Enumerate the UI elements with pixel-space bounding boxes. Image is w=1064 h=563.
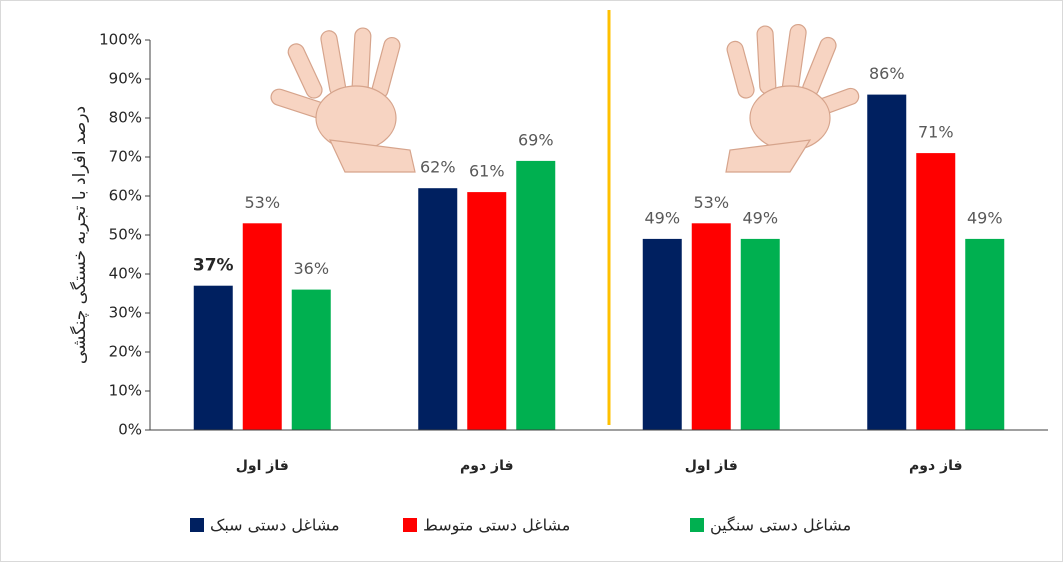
- y-tick-label: 100%: [99, 31, 142, 49]
- data-label: 37%: [193, 256, 234, 276]
- y-tick-label: 10%: [109, 382, 142, 400]
- data-label: 86%: [869, 64, 905, 83]
- data-label: 69%: [518, 130, 554, 149]
- y-axis-label: درصد افراد با تجربه خستگی چنگشی: [69, 106, 90, 364]
- data-label: 49%: [644, 208, 680, 227]
- bar: [741, 239, 780, 430]
- bar: [643, 239, 682, 430]
- y-tick-label: 90%: [109, 70, 142, 88]
- legend-swatch: [690, 518, 704, 532]
- bar: [692, 223, 731, 430]
- y-tick-label: 30%: [109, 304, 142, 322]
- data-label: 36%: [293, 259, 329, 278]
- bar: [194, 286, 233, 430]
- bar: [516, 161, 555, 430]
- bar: [292, 290, 331, 430]
- legend-label: مشاغل دستی متوسط: [423, 516, 570, 536]
- y-tick-label: 80%: [109, 109, 142, 127]
- y-tick-label: 60%: [109, 187, 142, 205]
- data-label: 49%: [742, 208, 778, 227]
- legend-label: مشاغل دستی سنگین: [710, 516, 851, 536]
- legend-swatch: [190, 518, 204, 532]
- data-label: 49%: [967, 208, 1003, 227]
- data-label: 71%: [918, 123, 954, 142]
- x-tick-label: فاز اول: [685, 458, 738, 474]
- x-tick-label: فاز اول: [236, 458, 289, 474]
- data-label: 62%: [420, 158, 456, 177]
- y-tick-label: 0%: [118, 421, 142, 439]
- y-tick-label: 40%: [109, 265, 142, 283]
- y-tick-label: 50%: [109, 226, 142, 244]
- data-label: 53%: [244, 193, 280, 212]
- chart: درصد افراد با تجربه خستگی چنگشی 0% 10% 20%…: [0, 0, 1064, 563]
- legend-label: مشاغل دستی سبک: [210, 516, 340, 535]
- y-tick-label: 20%: [109, 343, 142, 361]
- legend-swatch: [403, 518, 417, 532]
- data-label: 61%: [469, 162, 505, 181]
- x-tick-label: فاز دوم: [460, 458, 514, 474]
- bar: [467, 192, 506, 430]
- bar: [243, 223, 282, 430]
- x-tick-label: فاز دوم: [909, 458, 963, 474]
- bar: [867, 95, 906, 430]
- bar: [916, 153, 955, 430]
- y-tick-label: 70%: [109, 148, 142, 166]
- bar: [418, 188, 457, 430]
- data-label: 53%: [693, 193, 729, 212]
- bar: [965, 239, 1004, 430]
